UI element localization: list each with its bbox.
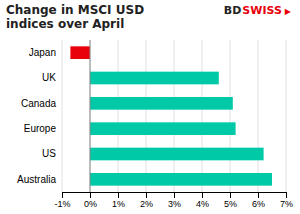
bar [90, 173, 272, 186]
tick-label: Japan [29, 47, 56, 58]
value-axis: -1% 0% 1% 2% 3% 4% 5% 6% 7% [54, 192, 293, 209]
tick-label: 2% [140, 199, 153, 209]
axis-line [63, 193, 287, 199]
tick: 5% [224, 192, 237, 209]
tick-label: UK [42, 72, 56, 83]
tick-mark [230, 192, 231, 198]
tick-mark [174, 192, 175, 198]
tick: 2% [140, 192, 153, 209]
bar [90, 148, 264, 161]
grid-line [118, 40, 119, 192]
tick-label: Europe [24, 123, 57, 134]
logo: BDSWISS▶ [224, 4, 292, 17]
bar [90, 122, 236, 135]
annotation: ▶ [285, 7, 292, 16]
tick-label: 3% [168, 199, 181, 209]
tick-mark [202, 192, 203, 198]
tick: UK [42, 72, 62, 83]
bar [90, 97, 233, 110]
tick-mark [286, 192, 287, 198]
tick-mark [90, 192, 91, 198]
category-axis: Japan UK Canada Europe US Australia [17, 47, 62, 185]
tick: US [42, 148, 62, 159]
bar [90, 72, 219, 85]
zero-line [90, 40, 91, 192]
tick-label: 0% [84, 199, 97, 209]
grid [62, 40, 286, 192]
grid-line [146, 40, 147, 192]
plot: -1% 0% 1% 2% 3% 4% 5% 6% 7% Japan UK Canada Europe US… [17, 40, 293, 209]
tick: Japan [29, 47, 62, 58]
chart: Change in MSCI USDindices over April BDSW… [0, 0, 300, 214]
chart-container: Change in MSCI USDindices over April BDSW… [0, 0, 300, 214]
tick: 7% [280, 192, 293, 209]
tick-label: 6% [252, 199, 265, 209]
grid-line [62, 40, 63, 192]
grid-line [202, 40, 203, 192]
title-line: indices over April [6, 17, 124, 31]
tick: Canada [21, 98, 62, 109]
title-line: Change in MSCI USD [6, 3, 144, 17]
tick: Europe [24, 123, 62, 134]
grid-line [90, 40, 91, 192]
tick: 3% [168, 192, 181, 209]
tick: -1% [54, 192, 70, 209]
tick: 1% [112, 192, 125, 209]
title: Change in MSCI USDindices over April [6, 3, 144, 31]
tick-label: 5% [224, 199, 237, 209]
grid-line [286, 40, 287, 192]
tick-label: -1% [54, 199, 70, 209]
tick-label: Australia [17, 174, 56, 185]
tick: 4% [196, 192, 209, 209]
tick-label: 4% [196, 199, 209, 209]
tick-mark [258, 192, 259, 198]
annotation: SWISS [242, 4, 282, 17]
tick-label: US [42, 148, 56, 159]
tick-mark [62, 192, 63, 198]
tick-mark [146, 192, 147, 198]
bars [70, 46, 272, 185]
bar [70, 46, 90, 59]
tick-label: 1% [112, 199, 125, 209]
tick-mark [118, 192, 119, 198]
tick: Australia [17, 174, 62, 185]
tick: 6% [252, 192, 265, 209]
tick-label: Canada [21, 98, 56, 109]
tick-label: 7% [280, 199, 293, 209]
tick: 0% [84, 192, 97, 209]
grid-line [258, 40, 259, 192]
annotation: BD [224, 4, 242, 17]
grid-line [174, 40, 175, 192]
grid-line [230, 40, 231, 192]
